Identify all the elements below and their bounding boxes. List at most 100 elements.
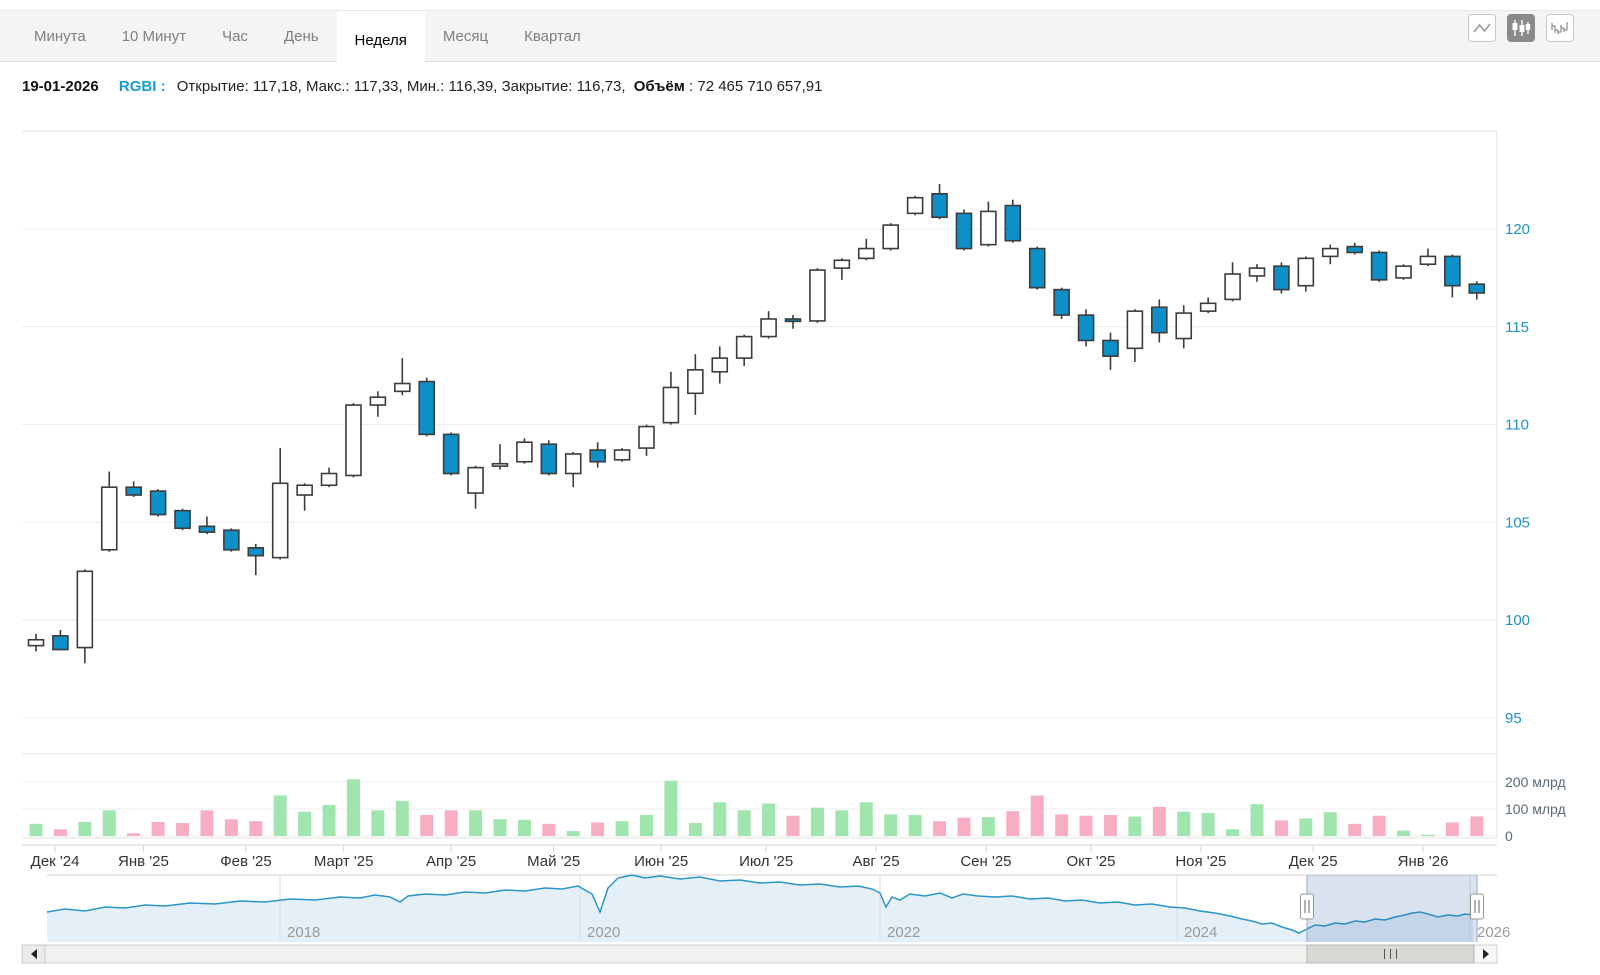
candle-body[interactable] [613,449,631,461]
candle-body[interactable] [1444,255,1461,287]
volume-bar[interactable] [1299,818,1313,836]
candle-body[interactable] [1028,247,1046,289]
candle-body[interactable] [833,259,851,269]
volume-bar[interactable] [1397,830,1411,836]
volume-bar[interactable] [1079,815,1093,836]
candle-body[interactable] [223,529,240,551]
scrollbar-left-button[interactable] [21,944,46,964]
candle-body[interactable] [442,433,460,475]
volume-bar[interactable] [713,802,727,836]
volume-bar[interactable] [1348,823,1362,836]
navigator[interactable]: 2018 2020 2022 2024 2026 [46,874,1510,942]
candle-body[interactable] [955,212,973,250]
volume-bar[interactable] [1421,834,1435,836]
volume-bar[interactable] [224,819,238,836]
candle-body[interactable] [27,638,45,647]
volume-bar[interactable] [591,822,605,837]
interval-tab-3[interactable]: Час [222,27,248,45]
candle-body[interactable] [345,404,362,477]
volume-bar[interactable] [762,803,776,836]
candle-body[interactable] [711,357,729,373]
candle-body[interactable] [1248,267,1266,277]
volume-bar[interactable] [566,831,580,836]
navigator-selection[interactable] [1307,875,1477,942]
interval-tab-1[interactable]: Минута [34,27,86,45]
volume-bar[interactable] [1250,804,1264,836]
candle-body[interactable] [1273,265,1290,291]
scrollbar-track[interactable] [21,944,1498,964]
candle-body[interactable] [1395,265,1412,279]
candle-body[interactable] [52,635,69,651]
volume-bar[interactable] [127,833,141,836]
candle-body[interactable] [1419,255,1437,266]
volume-bar[interactable] [1177,811,1191,836]
volume-bar[interactable] [420,814,434,836]
volume-bar[interactable] [395,800,409,836]
navigator-handle-right[interactable] [1470,893,1484,920]
volume-bar[interactable] [810,807,824,836]
volume-bar[interactable] [640,814,653,836]
line-chart-button[interactable] [1468,14,1496,42]
candle-body[interactable] [418,380,436,436]
candle-body[interactable] [1151,306,1168,334]
volume-bar[interactable] [1128,816,1142,836]
volume-bar[interactable] [1006,811,1020,836]
candle-body[interactable] [931,192,948,219]
candle-body[interactable] [467,466,484,494]
volume-bar[interactable] [444,810,458,836]
volume-bar[interactable] [835,810,849,836]
candle-body[interactable] [1053,288,1070,316]
interval-tab-7[interactable]: Квартал [524,27,581,45]
volume-bar[interactable] [908,814,922,836]
candle-body[interactable] [76,570,94,649]
candle-body[interactable] [1346,245,1363,254]
scrollbar-thumb[interactable] [1306,944,1475,964]
volume-bar[interactable] [29,823,43,836]
candle-body[interactable] [760,318,777,338]
candle-body[interactable] [1126,310,1144,350]
candle-body[interactable] [662,386,680,424]
candlestick-chart-button[interactable] [1507,14,1535,42]
volume-bar[interactable] [249,821,263,836]
candle-body[interactable] [516,441,533,463]
volume-bar[interactable] [1372,815,1386,836]
candle-body[interactable] [271,482,289,559]
candle-body[interactable] [1468,283,1486,294]
volume-bar[interactable] [151,821,165,836]
volume-bar[interactable] [371,810,385,836]
candle-body[interactable] [1077,314,1095,342]
volume-bar[interactable] [981,817,995,836]
volume-bar[interactable] [1323,812,1337,836]
candle-body[interactable] [735,335,753,359]
volume-bar[interactable] [859,802,873,836]
volume-bar[interactable] [688,823,702,836]
volume-bar[interactable] [78,821,92,836]
volume-bar[interactable] [1055,814,1069,836]
interval-tab-6[interactable]: Месяц [442,27,489,45]
volume-bar[interactable] [1226,829,1240,836]
ohlc-chart-button[interactable] [1546,14,1574,42]
candle-body[interactable] [1297,257,1315,287]
candle-body[interactable] [589,449,606,463]
candle-body[interactable] [174,509,191,530]
candle-body[interactable] [125,486,142,496]
candle-body[interactable] [1224,273,1241,301]
candle-body[interactable] [1004,204,1022,242]
candle-body[interactable] [564,453,582,475]
volume-bar[interactable] [1030,795,1044,837]
candle-body[interactable] [296,484,313,496]
volume-bar[interactable] [737,810,751,836]
candle-body[interactable] [1175,312,1193,340]
interval-tab-5[interactable]: Неделя [336,11,425,69]
candle-body[interactable] [1199,302,1217,312]
volume-bar[interactable] [53,829,67,836]
candle-body[interactable] [393,382,411,393]
candle-body[interactable] [320,472,338,487]
volume-bar[interactable] [322,804,336,836]
candle-body[interactable] [198,525,216,533]
volume-series[interactable] [29,779,1484,837]
candle-body[interactable] [980,210,997,246]
interval-tab-4[interactable]: День [283,27,319,45]
candle-body[interactable] [247,547,265,557]
volume-bar[interactable] [786,815,800,836]
